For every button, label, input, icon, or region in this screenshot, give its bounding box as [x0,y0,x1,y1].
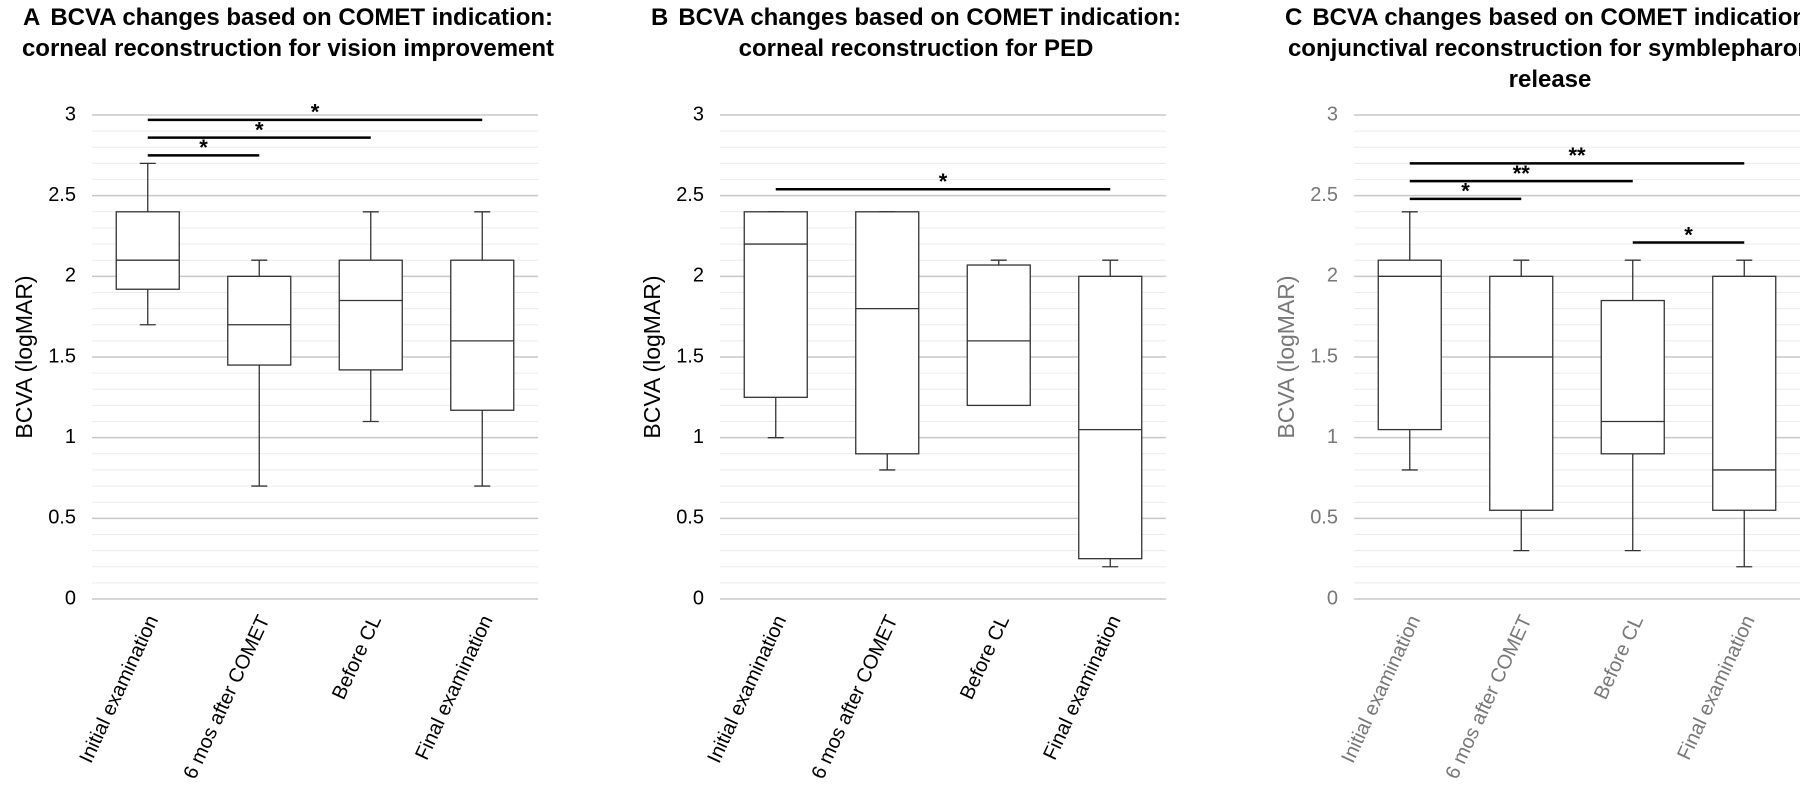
panel-title: C BCVA changes based on COMET indication:… [1280,2,1800,95]
y-axis-label: BCVA (logMAR) [1273,275,1299,438]
y-tick-label: 3 [65,103,76,125]
y-tick-label: 2 [1327,265,1338,287]
significance-label: * [199,135,208,160]
y-tick-label: 1.5 [48,345,76,367]
y-tick-label: 1.5 [676,345,704,367]
y-tick-label: 0.5 [1310,507,1338,529]
significance-label: * [1684,222,1693,247]
panel-letter: A [22,4,41,31]
box [1377,259,1442,431]
significance-label: * [939,169,948,194]
y-tick-label: 1 [65,426,76,448]
significance-label: * [1461,179,1470,204]
y-tick-label: 0 [65,587,76,609]
box [1712,275,1777,511]
title-text: BCVA changes based on COMET indication: … [678,4,1182,62]
panel-title: A BCVA changes based on COMET indication:… [18,2,558,64]
panel-letter: B [650,4,669,31]
x-tick-label: 6 mos after COMET [807,612,902,782]
y-tick-label: 2 [693,265,704,287]
y-axis-label: BCVA (logMAR) [11,275,37,438]
x-tick-label: Initial examination [75,612,163,766]
y-tick-label: 0 [1327,587,1338,609]
panel-letter: C [1284,4,1303,31]
box [338,259,403,371]
y-tick-label: 0.5 [676,507,704,529]
y-tick-label: 1 [1327,426,1338,448]
box [743,211,808,398]
x-tick-label: Initial examination [703,612,791,766]
significance-label: ** [1513,161,1531,186]
significance-label: * [255,117,264,142]
box [1489,275,1554,511]
y-tick-label: 0 [693,587,704,609]
x-tick-label: Initial examination [1337,612,1425,766]
y-tick-label: 1.5 [1310,345,1338,367]
x-tick-label: 6 mos after COMET [1441,612,1536,782]
x-tick-label: Before CL [328,612,386,703]
x-tick-label: Before CL [956,612,1014,703]
y-tick-label: 3 [693,103,704,125]
x-tick-label: Final examination [1039,612,1125,763]
box [855,211,920,455]
y-tick-label: 3 [1327,103,1338,125]
y-tick-label: 2 [65,265,76,287]
box [450,259,515,411]
significance-label: ** [1568,143,1586,168]
panel-title: B BCVA changes based on COMET indication:… [646,2,1186,64]
title-text: BCVA changes based on COMET indication: … [1287,4,1800,93]
x-tick-label: 6 mos after COMET [179,612,274,782]
x-tick-label: Before CL [1590,612,1648,703]
x-tick-label: Final examination [1673,612,1759,763]
box [115,211,180,290]
y-tick-label: 0.5 [48,507,76,529]
box [966,264,1031,407]
significance-label: * [311,100,320,125]
y-axis-label: BCVA (logMAR) [639,275,665,438]
y-tick-label: 2.5 [1310,184,1338,206]
box [1078,275,1143,560]
x-tick-label: Final examination [411,612,497,763]
box [227,275,292,366]
box [1600,299,1665,455]
y-tick-label: 2.5 [48,184,76,206]
title-text: BCVA changes based on COMET indication: … [21,4,555,62]
y-tick-label: 1 [693,426,704,448]
y-tick-label: 2.5 [676,184,704,206]
